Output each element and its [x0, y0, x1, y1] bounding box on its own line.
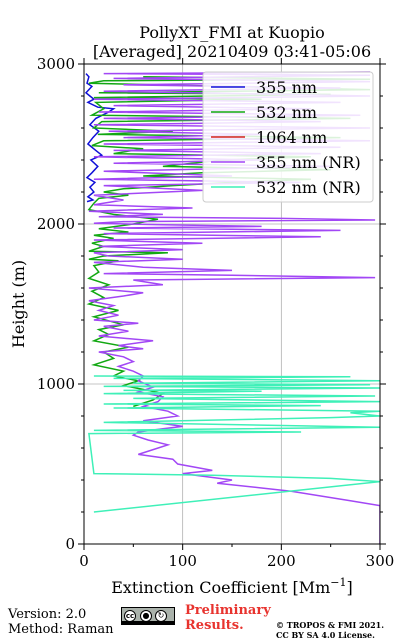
preliminary-results: Preliminary Results. — [185, 603, 271, 633]
series-line — [84, 73, 116, 203]
legend-label: 532 nm — [256, 103, 317, 122]
version-text: Version: 2.0 — [8, 607, 87, 622]
chart-subtitle: [Averaged] 20210409 03:41-05:06 — [93, 42, 371, 61]
preliminary-line-2: Results. — [185, 618, 244, 633]
series-line — [88, 375, 380, 513]
copyright-notice: © TROPOS & FMI 2021. CC BY SA 4.0 Licens… — [276, 620, 384, 640]
y-tick-label: 0 — [65, 535, 75, 553]
x-axis-label: Extinction Coefficient [Mm−1] — [111, 576, 353, 597]
legend: 355 nm 532 nm 1064 nm 355 nm (NR) 532 nm (NR… — [202, 71, 374, 203]
method-text: Method: Raman — [8, 622, 114, 637]
x-tick-label: 0 — [79, 552, 89, 570]
cc-badge-strip — [122, 621, 174, 624]
legend-label: 1064 nm — [256, 128, 327, 147]
y-tick-label: 2000 — [37, 215, 75, 233]
chart-title: PollyXT_FMI at Kuopio — [139, 23, 325, 42]
preliminary-line-1: Preliminary — [185, 603, 271, 618]
y-tick-label: 1000 — [37, 375, 75, 393]
y-tick-label: 3000 — [37, 55, 75, 73]
legend-label: 355 nm (NR) — [256, 153, 361, 172]
cc-icon: cc — [124, 610, 136, 622]
legend-label: 532 nm (NR) — [256, 178, 361, 197]
legend-box — [202, 71, 374, 203]
copyright-line-2: CC BY SA 4.0 License. — [276, 630, 375, 640]
x-tick-label: 200 — [267, 552, 296, 570]
chart: PollyXT_FMI at Kuopio [Averaged] 2021040… — [9, 23, 395, 597]
x-tick-label: 300 — [366, 552, 395, 570]
copyright-line-1: © TROPOS & FMI 2021. — [276, 620, 385, 630]
legend-label: 355 nm — [256, 78, 317, 97]
y-axis-label: Height (m) — [9, 260, 28, 348]
x-tick-label: 100 — [168, 552, 197, 570]
cc-license-badge-icon: cc ● ↻ — [121, 607, 175, 625]
